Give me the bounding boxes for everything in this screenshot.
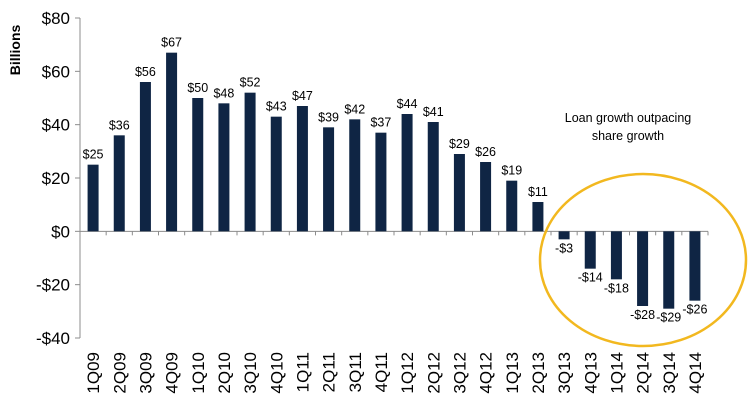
data-label: $48: [213, 86, 234, 100]
data-label: $47: [292, 89, 313, 103]
y-axis-title: Billions: [7, 25, 23, 76]
data-label: $52: [240, 76, 261, 90]
bars: [87, 52, 701, 309]
bar: [663, 231, 675, 309]
x-tick-label: 3Q14: [660, 352, 679, 394]
y-tick-label: $40: [42, 116, 70, 135]
x-tick-label: 4Q14: [686, 352, 705, 394]
x-tick-label: 3Q13: [555, 352, 574, 394]
x-tick-label: 1Q11: [293, 352, 312, 392]
x-tick-label: 3Q10: [241, 352, 260, 394]
bar: [323, 127, 335, 232]
data-label: -$26: [682, 303, 707, 317]
annotation-line-2: share growth: [592, 129, 664, 143]
x-tick-label: 3Q09: [136, 352, 155, 394]
y-tick-label: $20: [42, 169, 70, 188]
data-label: $50: [187, 81, 208, 95]
y-tick-label: $0: [51, 222, 70, 241]
bar: [270, 116, 282, 232]
x-tick-label: 2Q09: [110, 352, 129, 394]
x-tick-label: 2Q14: [634, 352, 653, 394]
data-label: $43: [266, 100, 287, 114]
bar: [427, 122, 439, 232]
data-label: -$28: [630, 308, 655, 322]
data-label: -$18: [604, 281, 629, 295]
data-labels: $25 $36 $56 $67 $50 $48 $52 $43 $47 $39 $42 $37 $44 $…: [83, 36, 708, 325]
x-tick-label: 4Q09: [163, 352, 182, 394]
annotation-line-1: Loan growth outpacing: [565, 111, 692, 125]
x-tick-label: 2Q10: [215, 352, 234, 394]
y-tick-label: $60: [42, 62, 70, 81]
bar: [610, 231, 622, 280]
data-label: $11: [528, 185, 548, 199]
bar: [166, 52, 178, 232]
bar: [558, 231, 570, 240]
bar: [192, 98, 204, 232]
x-tick-label: 4Q13: [581, 352, 600, 394]
x-tick-label: 4Q11: [372, 352, 391, 392]
data-label: $42: [344, 102, 365, 116]
x-tick-label: 1Q13: [503, 352, 522, 394]
bar: [453, 154, 465, 232]
x-tick-label: 2Q11: [320, 352, 339, 392]
x-axis-ticks: 1Q09 2Q09 3Q09 4Q09 1Q10 2Q10 3Q10 4Q10 1Q11 2Q11…: [84, 231, 709, 394]
x-tick-label: 1Q10: [189, 352, 208, 394]
data-label: $29: [449, 137, 470, 151]
data-label: $19: [501, 164, 522, 178]
data-label: -$3: [555, 241, 573, 255]
x-tick-label: 2Q12: [424, 352, 443, 394]
data-label: $37: [370, 116, 391, 130]
x-tick-label: 4Q10: [267, 352, 286, 394]
bar: [506, 180, 518, 232]
highlight-circle: [538, 172, 748, 348]
bar: [349, 119, 361, 232]
x-tick-label: 1Q09: [84, 352, 103, 394]
bar: [87, 164, 99, 232]
x-tick-label: 4Q12: [477, 352, 496, 394]
y-tick-label: -$40: [36, 329, 70, 348]
x-tick-label: 3Q12: [450, 352, 469, 394]
data-label: $25: [83, 148, 104, 162]
data-label: $39: [318, 110, 339, 124]
highlight-group: Loan growth outpacing share growth: [538, 111, 748, 348]
x-tick-label: 1Q12: [398, 352, 417, 394]
data-label: $41: [423, 105, 444, 119]
data-label: $56: [135, 65, 156, 79]
data-label: -$14: [578, 271, 603, 285]
bar: [139, 82, 151, 232]
data-label: -$29: [656, 311, 681, 325]
bar: [584, 231, 596, 269]
bar: [401, 114, 413, 232]
bar: [218, 103, 230, 232]
bar: [532, 202, 544, 232]
data-label: $44: [397, 97, 418, 111]
bar: [296, 106, 308, 232]
data-label: $67: [161, 36, 182, 50]
x-tick-label: 3Q11: [346, 352, 365, 392]
bar: [480, 162, 492, 232]
y-axis-ticks: $80 $60 $40 $20 $0 -$20 -$40: [36, 9, 80, 348]
x-tick-label: 1Q14: [607, 352, 626, 394]
bar: [637, 231, 649, 306]
y-tick-label: -$20: [36, 276, 70, 295]
y-axis-title-group: Billions: [7, 25, 23, 76]
bar: [689, 231, 701, 301]
bar: [244, 92, 256, 232]
data-label: $36: [109, 118, 130, 132]
bar: [113, 135, 125, 232]
data-label: $26: [475, 145, 496, 159]
x-tick-label: 2Q13: [529, 352, 548, 394]
y-tick-label: $80: [42, 9, 70, 28]
bar: [375, 132, 387, 232]
